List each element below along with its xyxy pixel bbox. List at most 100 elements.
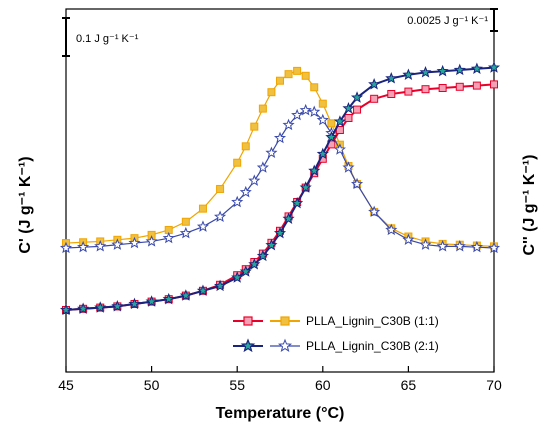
series-3-point [267, 88, 276, 97]
series-3-point [310, 83, 319, 92]
y-axis-right-title: C'' (J g⁻¹ K⁻¹) [521, 155, 538, 256]
series-4-point [342, 161, 355, 173]
series-4-point [239, 185, 252, 198]
series-1 [62, 80, 498, 314]
scale-bar-right-label: 0.0025 J g⁻¹ K⁻¹ [407, 15, 488, 27]
series-3-point [327, 119, 336, 128]
series-2-point [325, 130, 338, 143]
x-tick-label: 60 [315, 377, 331, 393]
series-2-point [419, 66, 432, 78]
series-2-point [273, 226, 287, 239]
series-2-point [231, 271, 244, 283]
series-4-point [436, 240, 449, 252]
series-3-point [258, 104, 267, 113]
series-4-point [77, 240, 90, 253]
series-2-point [111, 300, 124, 312]
series-3-point [293, 66, 302, 75]
series-4-point [162, 231, 175, 244]
series-2-point [316, 147, 329, 160]
series-4-point [419, 238, 432, 250]
series-1-point [455, 82, 464, 91]
x-axis-ticks: 45 50 55 60 65 70 [58, 366, 502, 393]
x-tick-label: 45 [58, 377, 74, 393]
series-4-point [453, 240, 466, 252]
series-1-line [65, 83, 495, 311]
series-2-point [351, 91, 364, 103]
series-1-point [344, 114, 353, 122]
series-3-point [318, 99, 327, 108]
series-4-point [179, 226, 192, 239]
series-2-point [470, 62, 483, 74]
legend-star-marker-open [277, 338, 293, 352]
scale-bar-left [62, 17, 70, 57]
series-1-point [472, 81, 481, 90]
series-2-point [162, 292, 175, 305]
series-2-point [239, 265, 252, 277]
plot-frame [65, 8, 495, 373]
legend-entry-1: PLLA_Lignin_C30B (1:1) [233, 314, 439, 328]
series-4-point [111, 238, 124, 250]
series-4-point [308, 105, 321, 118]
series-2-point [282, 212, 295, 224]
series-4-point [351, 177, 364, 190]
y-axis-left-title: C' (J g⁻¹ K⁻¹) [17, 156, 34, 253]
series-4-point [487, 241, 501, 254]
series-2-point [308, 164, 321, 176]
series-2-point [385, 72, 398, 84]
series-4-point [214, 210, 227, 222]
legend-label-1: PLLA_Lignin_C30B (1:1) [306, 314, 439, 328]
series-4-point [94, 240, 107, 252]
series-4-point [265, 146, 278, 159]
series-3-point [241, 142, 250, 151]
series-2-point [196, 284, 209, 296]
series-2-point [368, 78, 381, 90]
series-4-point [316, 113, 329, 126]
legend: PLLA_Lignin_C30B (1:1) PLLA_Lignin_C30B … [233, 314, 439, 353]
series-3-point [301, 71, 310, 80]
series-4 [59, 103, 501, 254]
x-tick-label: 65 [401, 377, 417, 393]
legend-label-2: PLLA_Lignin_C30B (2:1) [306, 339, 439, 353]
series-2-point [342, 102, 355, 114]
series-1-point [404, 87, 413, 96]
series-4-point [470, 240, 483, 253]
series-3-point [276, 76, 284, 85]
series-2-point [436, 64, 449, 77]
legend-star-marker-filled [240, 338, 256, 353]
series-4-point [282, 118, 295, 131]
series-4-point [368, 205, 381, 218]
series-2-point [256, 249, 269, 262]
series-3-line [65, 70, 495, 247]
series-2-point [453, 63, 466, 76]
series-4-point [385, 223, 398, 236]
series-2-point [333, 115, 346, 127]
series-2-point [214, 279, 227, 292]
series-1-point [438, 84, 447, 92]
series-2-point [487, 61, 501, 73]
series-4-point [291, 108, 304, 121]
series-4-point [231, 195, 244, 208]
series-4-point [299, 103, 312, 116]
series-2-point [402, 68, 415, 80]
series-4-point [273, 131, 287, 144]
x-axis-title: Temperature (°C) [216, 405, 345, 422]
series-1-point [421, 85, 430, 94]
series-1-point [370, 94, 379, 103]
scale-bar-left-label: 0.1 J g⁻¹ K⁻¹ [76, 33, 139, 45]
series-2-point [291, 196, 304, 209]
series-3-point [198, 204, 207, 213]
x-tick-label: 50 [144, 377, 160, 393]
series-3 [62, 66, 498, 251]
series-4-point [128, 236, 141, 249]
series-2 [59, 61, 501, 316]
series-2-point [265, 238, 278, 251]
legend-entry-2: PLLA_Lignin_C30B (2:1) [233, 338, 439, 353]
series-2-point [248, 258, 261, 270]
series-1-point [387, 90, 396, 98]
series-2-point [145, 295, 158, 307]
series-4-point [402, 233, 415, 245]
series-1-point [353, 105, 362, 114]
series-3-point [284, 70, 293, 79]
series-2-point [299, 181, 312, 193]
